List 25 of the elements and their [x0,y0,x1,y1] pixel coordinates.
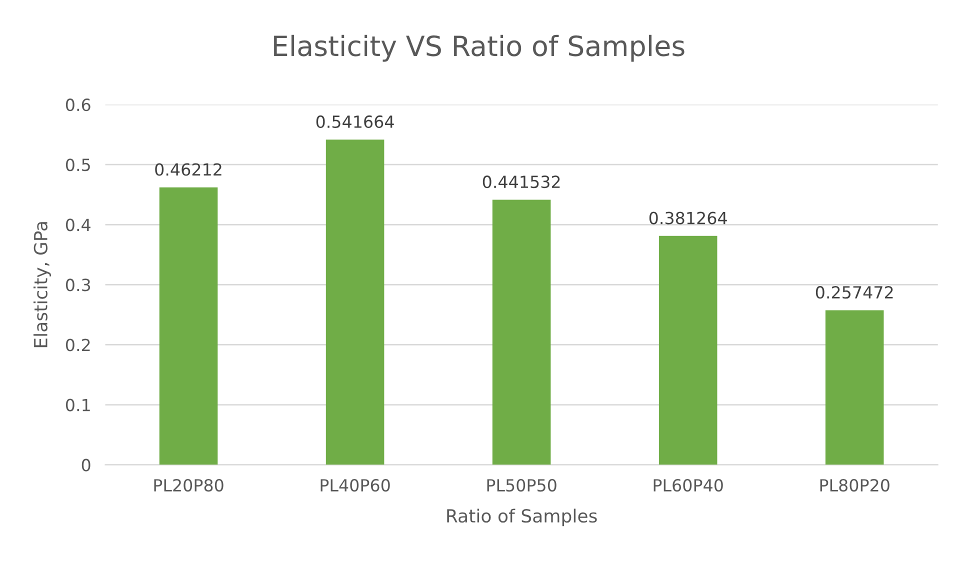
y-axis-title: Elasticity, GPa [34,222,51,348]
bar [492,200,551,465]
bar [658,236,718,465]
x-axis-title: Ratio of Samples [447,508,597,526]
x-tick-label: PL50P50 [487,478,556,492]
bar [159,187,218,465]
data-label: 0.46212 [155,163,222,176]
x-tick-label: PL80P20 [820,478,890,492]
x-tick-label: PL40P60 [320,478,390,492]
y-tick-label: 0.6 [66,98,90,112]
data-label: 0.257472 [816,286,893,299]
bar [326,140,384,465]
x-tick-label: PL20P80 [154,478,224,492]
y-tick-label: 0.2 [66,338,90,352]
y-tick-label: 0 [82,458,90,472]
y-tick-label: 0.1 [66,398,90,412]
x-tick-label: PL60P40 [654,478,723,492]
y-tick-label: 0.3 [66,278,90,292]
bar [825,310,884,465]
data-label: 0.441532 [482,176,560,188]
chart-title: Elasticity VS Ratio of Samples [274,34,684,62]
y-tick-label: 0.5 [66,158,90,172]
y-tick-label: 0.4 [66,218,90,232]
data-label: 0.381264 [649,212,727,224]
data-label: 0.541664 [316,115,394,128]
